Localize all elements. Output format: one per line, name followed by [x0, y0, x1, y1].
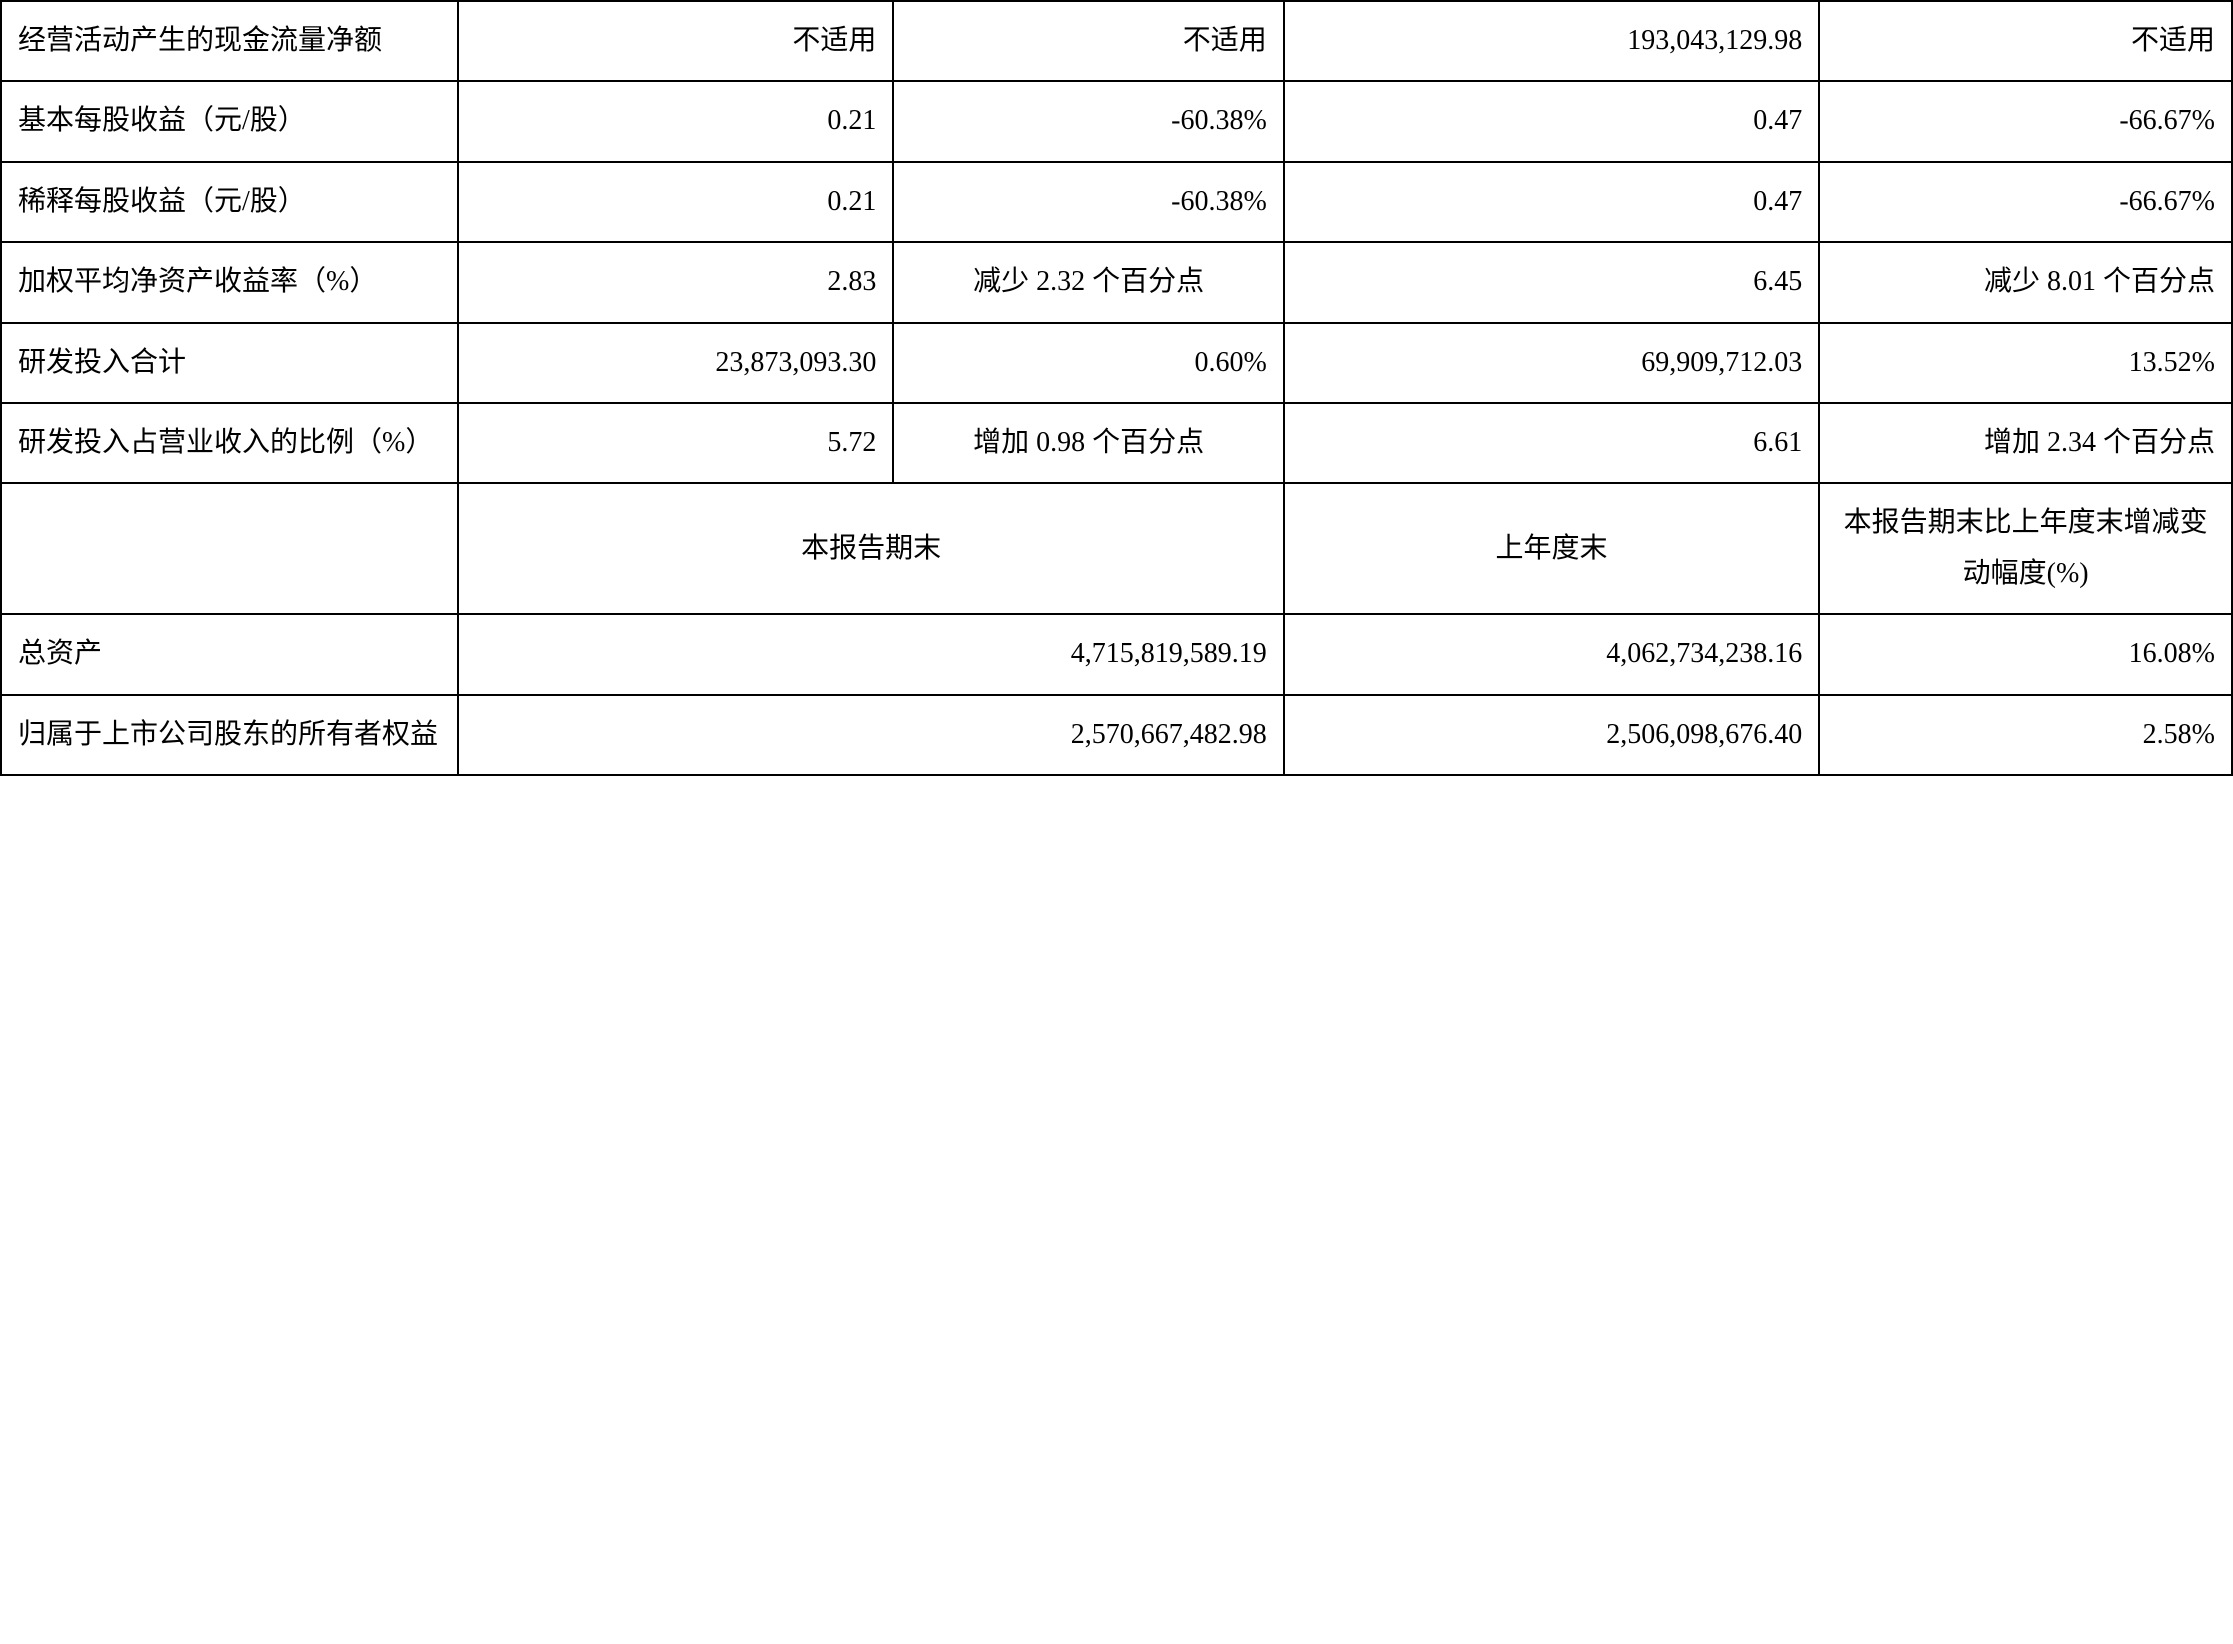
table-row: 总资产 4,715,819,589.19 4,062,734,238.16 16… [1, 614, 2232, 694]
cell-value: 23,873,093.30 [458, 323, 893, 403]
cell-value: 193,043,129.98 [1284, 1, 1819, 81]
cell-value: 2,570,667,482.98 [458, 695, 1283, 775]
cell-value: -66.67% [1819, 162, 2232, 242]
cell-value: 13.52% [1819, 323, 2232, 403]
table-row: 归属于上市公司股东的所有者权益 2,570,667,482.98 2,506,0… [1, 695, 2232, 775]
row-label: 研发投入占营业收入的比例（%） [1, 403, 458, 483]
cell-value: 69,909,712.03 [1284, 323, 1819, 403]
cell-value: 减少 2.32 个百分点 [893, 242, 1283, 322]
cell-value: 减少 8.01 个百分点 [1819, 242, 2232, 322]
row-label: 经营活动产生的现金流量净额 [1, 1, 458, 81]
cell-value: -66.67% [1819, 81, 2232, 161]
cell-value: -60.38% [893, 81, 1283, 161]
cell-value: 0.47 [1284, 162, 1819, 242]
row-label: 基本每股收益（元/股） [1, 81, 458, 161]
cell-value: 0.47 [1284, 81, 1819, 161]
cell-value: 不适用 [458, 1, 893, 81]
cell-value: 不适用 [1819, 1, 2232, 81]
row-label: 总资产 [1, 614, 458, 694]
section-header-row: 本报告期末 上年度末 本报告期末比上年度末增减变动幅度(%) [1, 483, 2232, 614]
cell-value: 6.61 [1284, 403, 1819, 483]
row-label: 加权平均净资产收益率（%） [1, 242, 458, 322]
table-row: 研发投入占营业收入的比例（%） 5.72 增加 0.98 个百分点 6.61 增… [1, 403, 2232, 483]
table-row: 研发投入合计 23,873,093.30 0.60% 69,909,712.03… [1, 323, 2232, 403]
table-row: 加权平均净资产收益率（%） 2.83 减少 2.32 个百分点 6.45 减少 … [1, 242, 2232, 322]
header-empty [1, 483, 458, 614]
cell-value: -60.38% [893, 162, 1283, 242]
cell-value: 2.83 [458, 242, 893, 322]
table-row: 基本每股收益（元/股） 0.21 -60.38% 0.47 -66.67% [1, 81, 2232, 161]
cell-value: 16.08% [1819, 614, 2232, 694]
row-label: 稀释每股收益（元/股） [1, 162, 458, 242]
header-span: 上年度末 [1284, 483, 1819, 614]
row-label: 研发投入合计 [1, 323, 458, 403]
cell-value: 4,715,819,589.19 [458, 614, 1283, 694]
header-span: 本报告期末 [458, 483, 1283, 614]
header-change: 本报告期末比上年度末增减变动幅度(%) [1819, 483, 2232, 614]
cell-value: 增加 0.98 个百分点 [893, 403, 1283, 483]
table-row: 经营活动产生的现金流量净额 不适用 不适用 193,043,129.98 不适用 [1, 1, 2232, 81]
cell-value: 0.21 [458, 81, 893, 161]
cell-value: 0.60% [893, 323, 1283, 403]
table-row: 稀释每股收益（元/股） 0.21 -60.38% 0.47 -66.67% [1, 162, 2232, 242]
cell-value: 增加 2.34 个百分点 [1819, 403, 2232, 483]
cell-value: 4,062,734,238.16 [1284, 614, 1819, 694]
cell-value: 6.45 [1284, 242, 1819, 322]
financial-table: 经营活动产生的现金流量净额 不适用 不适用 193,043,129.98 不适用… [0, 0, 2233, 776]
cell-value: 2,506,098,676.40 [1284, 695, 1819, 775]
cell-value: 不适用 [893, 1, 1283, 81]
cell-value: 5.72 [458, 403, 893, 483]
row-label: 归属于上市公司股东的所有者权益 [1, 695, 458, 775]
cell-value: 0.21 [458, 162, 893, 242]
cell-value: 2.58% [1819, 695, 2232, 775]
